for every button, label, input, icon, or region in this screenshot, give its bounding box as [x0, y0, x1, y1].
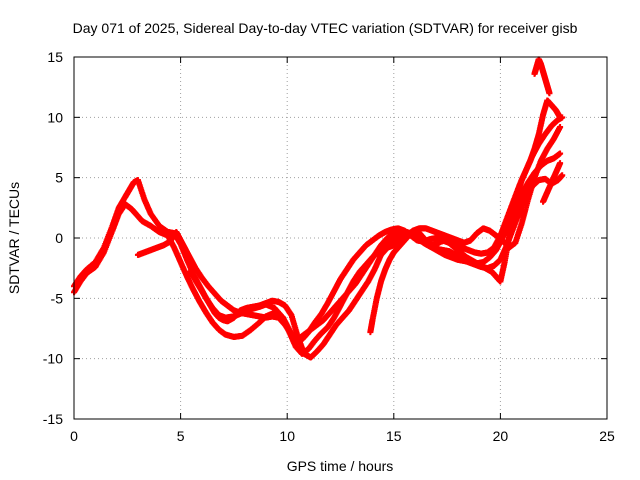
data-points: [71, 56, 566, 361]
data-point: [557, 150, 564, 157]
y-tick-label: -15: [43, 411, 63, 427]
y-axis-title: SDTVAR / TECUs: [6, 182, 22, 294]
x-tick-label: 10: [279, 428, 295, 444]
y-tick-label: 0: [55, 230, 63, 246]
chart-title: Day 071 of 2025, Sidereal Day-to-day VTE…: [73, 20, 578, 36]
x-tick-label: 20: [493, 428, 509, 444]
x-tick-label: 5: [177, 428, 185, 444]
x-tick-label: 0: [70, 428, 78, 444]
data-point: [559, 172, 566, 179]
x-tick-label: 25: [599, 428, 615, 444]
x-tick-label: 15: [386, 428, 402, 444]
x-axis-title: GPS time / hours: [287, 458, 394, 474]
y-tick-label: 10: [47, 109, 63, 125]
y-tick-label: -5: [51, 290, 64, 306]
y-tick-label: 15: [47, 49, 63, 65]
y-tick-label: 5: [55, 170, 63, 186]
y-tick-label: -10: [43, 351, 63, 367]
